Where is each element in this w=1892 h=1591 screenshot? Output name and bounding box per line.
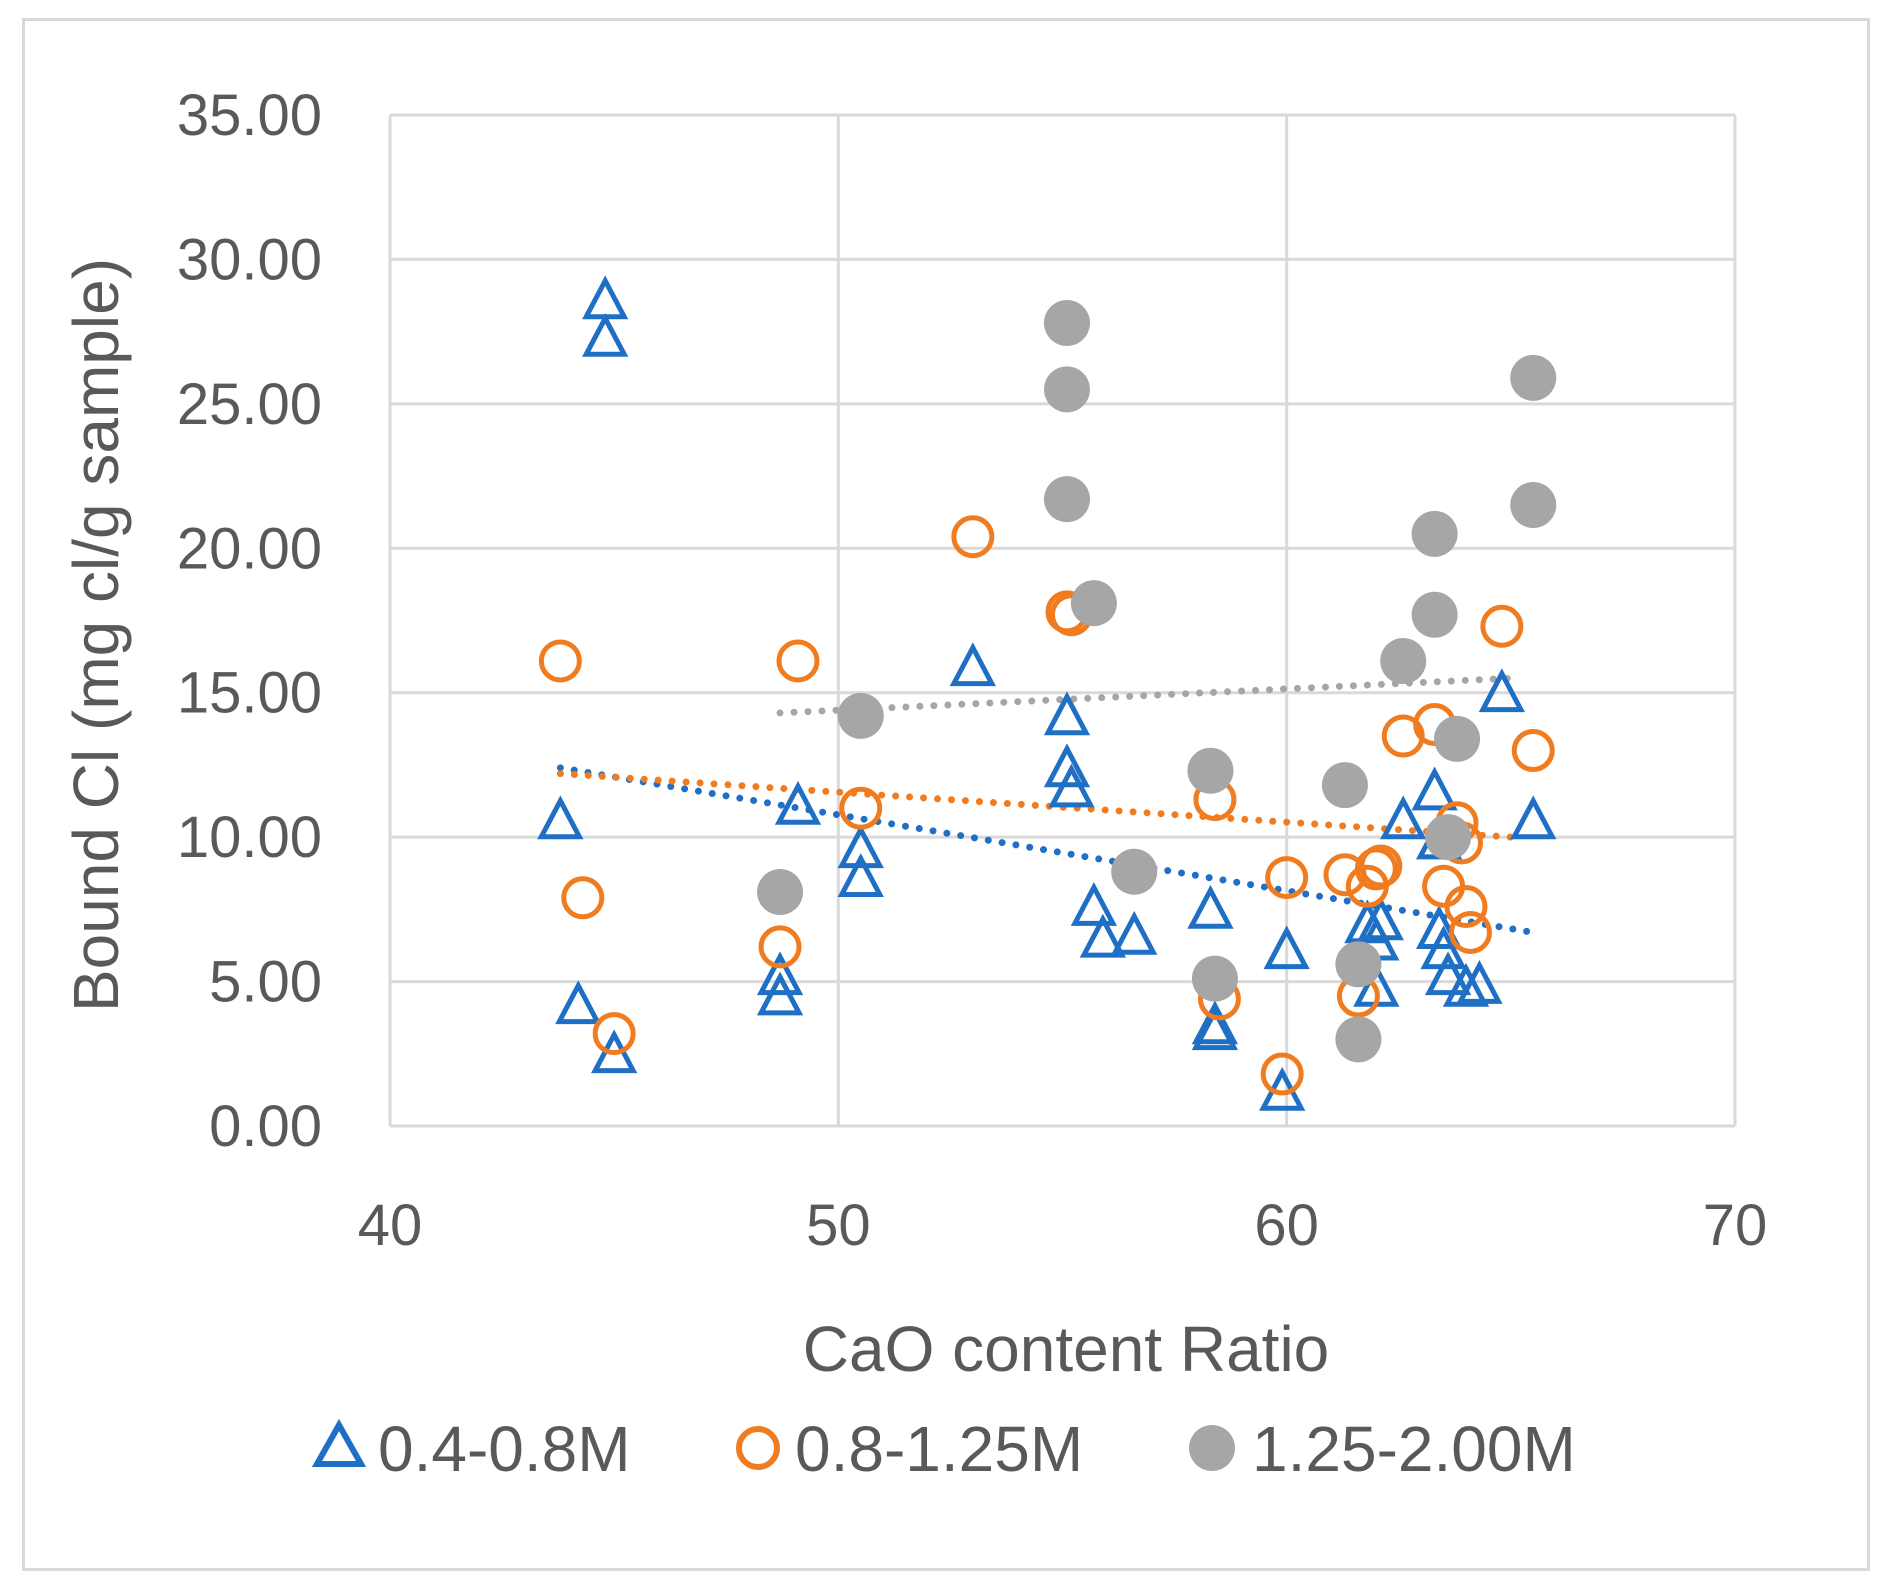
data-point-series-1 xyxy=(582,275,629,320)
data-point-series-3 xyxy=(1335,941,1382,988)
data-point-series-1 xyxy=(1070,882,1118,926)
legend-label-series-3: 1.25-2.00M xyxy=(1252,1413,1576,1485)
data-point-series-1 xyxy=(1048,763,1095,808)
data-point-series-3 xyxy=(1510,481,1557,528)
y-tick-label: 5.00 xyxy=(209,950,322,1015)
trendlines xyxy=(556,674,1537,936)
data-point-series-3 xyxy=(837,692,884,739)
data-point-series-3 xyxy=(1321,762,1368,809)
data-point-series-1 xyxy=(1079,913,1126,958)
data-point-series-1 xyxy=(1043,691,1091,736)
data-point-series-1 xyxy=(582,312,629,357)
data-point-series-1 xyxy=(555,980,602,1025)
data-point-series-1 xyxy=(756,951,804,996)
data-point-series-2 xyxy=(758,925,802,969)
trendline xyxy=(556,764,1537,936)
data-point-series-2 xyxy=(1359,844,1403,888)
y-tick-label: 20.00 xyxy=(177,516,322,581)
data-point-series-1 xyxy=(1456,959,1503,1004)
data-point-series-3 xyxy=(1043,366,1090,413)
data-point-series-1 xyxy=(1043,743,1091,788)
y-tick-label: 15.00 xyxy=(177,661,322,726)
data-point-series-2 xyxy=(776,639,820,683)
data-point-series-1 xyxy=(756,971,804,1016)
data-point-series-1 xyxy=(1415,905,1463,949)
data-point-series-1 xyxy=(537,795,584,840)
x-tick-label: 60 xyxy=(1254,1193,1319,1258)
legend-label-series-2: 0.8-1.25M xyxy=(795,1413,1083,1485)
data-point-series-2 xyxy=(592,1012,636,1056)
data-point-series-1 xyxy=(1357,896,1404,941)
legend-filled-circle-marker xyxy=(1189,1425,1235,1471)
data-point-series-2 xyxy=(1511,728,1555,772)
data-point-series-1 xyxy=(1424,951,1472,996)
data-point-series-3 xyxy=(1070,580,1117,627)
data-point-series-1 xyxy=(774,780,822,825)
data-point-series-1 xyxy=(1442,962,1490,1007)
gridlines xyxy=(388,113,1737,1126)
chart-frame xyxy=(22,18,1870,1571)
data-point-series-1 xyxy=(837,824,884,869)
legend-item-series-1: 0.4-0.8M xyxy=(311,1413,631,1485)
data-points xyxy=(537,275,1557,1111)
data-point-series-2 xyxy=(1444,884,1488,928)
y-axis-title: Bound Cl (mg cl/g sample) xyxy=(60,258,132,1012)
data-point-series-3 xyxy=(1187,747,1234,794)
data-point-series-2 xyxy=(1480,604,1524,648)
legend-label-series-1: 0.4-0.8M xyxy=(378,1413,631,1485)
data-point-series-1 xyxy=(1411,766,1458,811)
data-point-series-1 xyxy=(837,853,884,897)
data-point-series-2 xyxy=(1260,1052,1304,1096)
data-point-series-3 xyxy=(757,869,804,916)
data-point-series-3 xyxy=(1043,299,1090,346)
y-tick-label: 35.00 xyxy=(177,83,322,148)
legend-circle-marker xyxy=(736,1426,780,1470)
y-tick-label: 10.00 xyxy=(177,805,322,870)
trendline xyxy=(556,770,1515,841)
data-point-series-2 xyxy=(561,876,605,920)
data-point-series-3 xyxy=(1411,510,1458,557)
data-point-series-3 xyxy=(1191,955,1238,1002)
data-point-series-3 xyxy=(1111,848,1158,895)
data-point-series-1 xyxy=(1191,1000,1239,1045)
legend-item-series-2: 0.8-1.25M xyxy=(736,1413,1083,1485)
y-tick-label: 30.00 xyxy=(177,227,322,292)
data-point-series-1 xyxy=(949,642,996,687)
data-point-series-2 xyxy=(951,515,995,559)
y-tick-label: 0.00 xyxy=(209,1094,322,1159)
data-point-series-3 xyxy=(1425,814,1472,861)
data-point-series-2 xyxy=(1448,910,1492,954)
x-tick-label: 40 xyxy=(358,1193,423,1258)
data-point-series-1 xyxy=(1111,910,1158,955)
legend-item-series-3: 1.25-2.00M xyxy=(1189,1413,1576,1485)
data-point-series-3 xyxy=(1411,591,1458,638)
data-point-series-2 xyxy=(1265,856,1309,900)
data-point-series-3 xyxy=(1335,1016,1382,1063)
data-point-series-1 xyxy=(1510,795,1557,840)
data-point-series-3 xyxy=(1043,476,1090,523)
data-point-series-3 xyxy=(1510,354,1557,401)
data-point-series-1 xyxy=(1191,1006,1239,1051)
axes: 0.00 5.00 10.00 15.00 20.00 25.00 30.00 35.00 40… xyxy=(177,83,1767,1258)
trendline xyxy=(776,674,1515,717)
data-point-series-3 xyxy=(1434,715,1481,762)
data-point-series-2 xyxy=(839,786,883,830)
data-point-series-2 xyxy=(538,639,582,683)
data-point-series-1 xyxy=(1380,795,1427,840)
x-axis-title: CaO content Ratio xyxy=(803,1313,1330,1385)
data-point-series-2 xyxy=(1422,864,1466,908)
data-point-series-1 xyxy=(1187,884,1234,929)
x-tick-label: 50 xyxy=(806,1193,871,1258)
legend-triangle-marker xyxy=(311,1418,367,1467)
x-tick-label: 70 xyxy=(1703,1193,1768,1258)
data-point-series-3 xyxy=(1380,637,1427,684)
legend: 0.4-0.8M 0.8-1.25M 1.25-2.00M xyxy=(311,1413,1576,1485)
y-tick-label: 25.00 xyxy=(177,372,322,437)
data-point-series-1 xyxy=(1263,925,1310,970)
data-point-series-1 xyxy=(1478,668,1526,713)
